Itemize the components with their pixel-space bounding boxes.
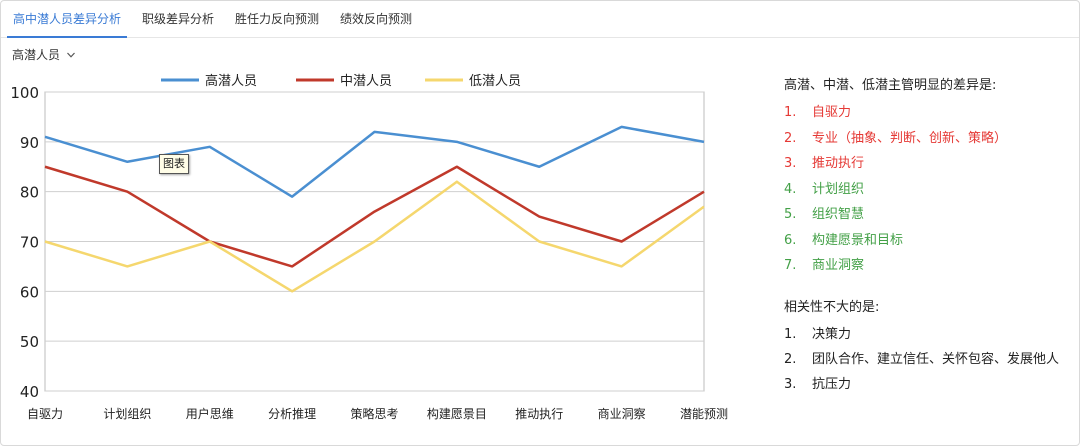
x-tick-label: 推动执行 [515, 407, 563, 421]
series-line-0 [44, 125, 705, 198]
y-tick-label: 40 [20, 383, 39, 401]
tab-2[interactable]: 胜任力反向预测 [235, 12, 320, 26]
list-item: 7. 商业洞察 [784, 253, 1074, 279]
list-item: 1. 自驱力 [784, 100, 1074, 126]
y-tick-label: 90 [20, 134, 39, 152]
list-item-text: 抗压力 [812, 376, 852, 392]
tab-1[interactable]: 职级差异分析 [142, 12, 215, 26]
x-tick-label: 计划组织 [103, 407, 151, 421]
list-item-text: 计划组织 [812, 181, 865, 197]
list-item-number: 3. [784, 376, 797, 392]
list-item: 5. 组织智慧 [784, 202, 1074, 228]
x-tick-label: 分析推理 [268, 407, 316, 421]
list-item: 4. 计划组织 [784, 177, 1074, 203]
x-tick-label: 商业洞察 [598, 406, 646, 421]
list-item-number: 1. [784, 326, 797, 342]
list-item-number: 1. [784, 105, 797, 120]
series-line-1 [44, 165, 705, 268]
group-selector-value: 高潜人员 [12, 48, 61, 62]
legend-label: 高潜人员 [205, 73, 257, 89]
list-item-number: 2. [784, 130, 797, 146]
notes-heading-low-correlation: 相关性不大的是: [784, 299, 880, 315]
list-item-text: 团队合作、建立信任、关怀包容、发展他人 [812, 351, 1060, 367]
list-item-number: 3. [784, 156, 797, 171]
list-item-text: 商业洞察 [812, 258, 865, 273]
group-selector[interactable]: 高潜人员 [12, 46, 76, 63]
y-tick-label: 100 [10, 84, 39, 102]
chevron-down-icon [67, 52, 75, 58]
series-line-2 [44, 180, 705, 293]
list-item-number: 2. [784, 351, 797, 367]
notes-heading-differences: 高潜、中潜、低潜主管明显的差异是: [784, 78, 997, 93]
list-item: 3. 推动执行 [784, 151, 1074, 177]
line-chart: 40 50 60 70 80 90 100 自驱力 计划组织 用户思维 分析推理 策略思考 构建愿景目 推… [10, 73, 728, 421]
y-tick-label: 50 [20, 333, 39, 351]
y-tick-label: 60 [20, 283, 39, 301]
list-item-number: 6. [784, 232, 797, 248]
x-tick-label: 自驱力 [27, 407, 63, 421]
tab-0[interactable]: 高中潜人员差异分析 [7, 1, 128, 38]
list-item-text: 决策力 [812, 326, 852, 342]
x-tick-label: 策略思考 [350, 406, 398, 421]
list-item: 3. 抗压力 [784, 372, 1074, 397]
list-item-number: 4. [784, 181, 797, 197]
list-item: 6. 构建愿景和目标 [784, 228, 1074, 254]
list-item-number: 5. [784, 207, 797, 222]
list-item-text: 构建愿景和目标 [812, 232, 904, 248]
list-item: 1. 决策力 [784, 322, 1074, 347]
list-item-text: 专业（抽象、判断、创新、策略） [812, 130, 1008, 146]
y-tick-label: 80 [20, 184, 39, 202]
chart-tooltip: 图表 [159, 154, 189, 174]
legend-label: 中潜人员 [340, 74, 392, 89]
list-item-text: 组织智慧 [812, 207, 865, 222]
legend-label: 低潜人员 [469, 74, 521, 89]
differences-list: 1. 自驱力 2. 专业（抽象、判断、创新、策略） 3. 推动执行 4. 计划组织 5. 组织智慧… [784, 100, 1074, 279]
x-tick-label: 潜能预测 [680, 407, 728, 421]
list-item: 2. 专业（抽象、判断、创新、策略） [784, 126, 1074, 152]
y-tick-label: 70 [20, 234, 39, 252]
x-tick-label: 用户思维 [186, 406, 234, 421]
tab-3[interactable]: 绩效反向预测 [340, 12, 413, 26]
list-item-number: 7. [784, 258, 797, 273]
tab-bar: 高中潜人员差异分析 职级差异分析 胜任力反向预测 绩效反向预测 [1, 1, 1079, 38]
list-item: 2. 团队合作、建立信任、关怀包容、发展他人 [784, 347, 1074, 372]
analysis-notes: 高潜、中潜、低潜主管明显的差异是: 1. 自驱力 2. 专业（抽象、判断、创新、策略）… [784, 75, 1074, 397]
list-item-text: 推动执行 [812, 156, 865, 171]
low-correlation-list: 1. 决策力 2. 团队合作、建立信任、关怀包容、发展他人 3. 抗压力 [784, 322, 1074, 397]
x-tick-label: 构建愿景目 [427, 406, 487, 421]
list-item-text: 自驱力 [812, 105, 852, 120]
